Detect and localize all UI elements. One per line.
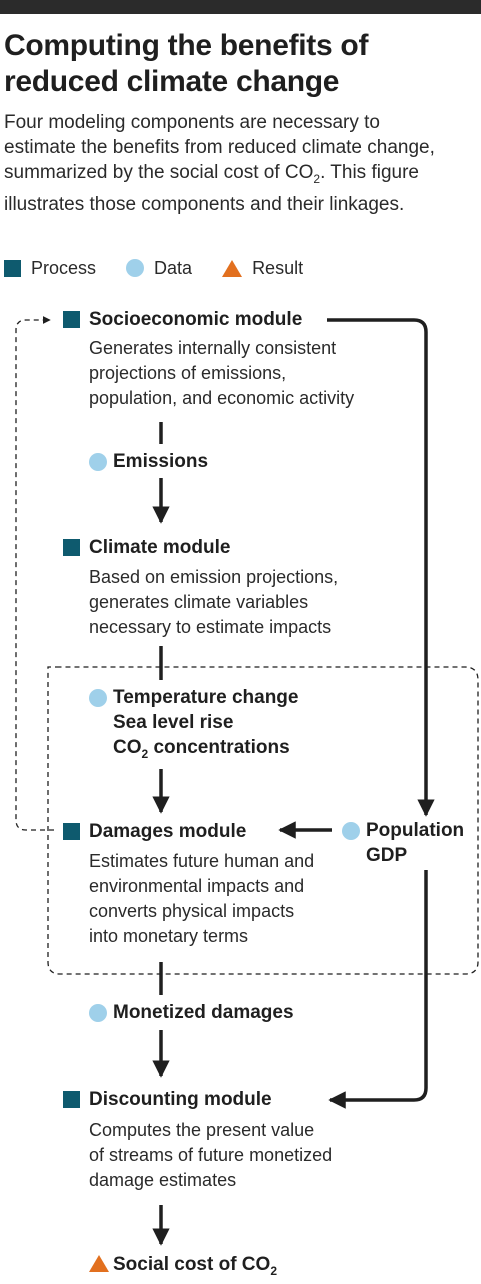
process-square-icon	[4, 259, 21, 277]
data-circle-icon	[89, 689, 107, 707]
subtitle-line-4: illustrates those components and their l…	[4, 193, 405, 215]
data-circle-icon	[89, 1004, 107, 1022]
temperature-change-label: Temperature change	[113, 687, 299, 708]
socioeconomic-description: Generates internally consistent projecti…	[89, 336, 389, 411]
result-triangle-icon	[222, 259, 243, 277]
subtitle-line-3: summarized by the social cost of CO2. Th…	[4, 160, 478, 192]
result-text: Social cost of CO	[113, 1254, 271, 1275]
climate-variables-data: Temperature change Sea level rise CO2 co…	[89, 685, 299, 767]
description-line: Computes the present value	[89, 1120, 315, 1140]
data-circle-icon	[126, 259, 145, 277]
description-line: population, and economic activity	[89, 388, 355, 408]
legend-process: Process	[4, 258, 96, 279]
top-rule	[0, 0, 481, 14]
result-co2-subscript: 2	[270, 1263, 277, 1278]
data-circle-icon	[342, 822, 360, 840]
climate-module: Climate module	[63, 535, 231, 560]
social-cost-result: Social cost of CO2	[89, 1252, 277, 1284]
description-line: Generates internally consistent	[89, 338, 337, 358]
co2-text: CO	[113, 737, 142, 758]
figure-subtitle: Four modeling components are necessary t…	[4, 110, 478, 217]
legend-result-label: Result	[252, 257, 304, 278]
emissions-data: Emissions	[89, 449, 209, 474]
process-square-icon	[63, 823, 80, 840]
description-line: Based on emission projections,	[89, 567, 339, 587]
sea-level-rise-label: Sea level rise	[113, 712, 234, 733]
subtitle-co2-text: summarized by the social cost of CO	[4, 162, 314, 183]
concentrations-text: concentrations	[148, 737, 290, 758]
description-line: damage estimates	[89, 1170, 237, 1190]
subtitle-line-3-end: . This figure	[320, 162, 419, 183]
legend: Process Data Result	[4, 256, 333, 280]
legend-process-label: Process	[31, 257, 97, 278]
result-triangle-icon	[89, 1255, 109, 1272]
discounting-description: Computes the present value of streams of…	[89, 1118, 389, 1193]
subtitle-line-1: Four modeling components are necessary t…	[4, 112, 380, 133]
damages-module: Damages module	[63, 819, 247, 844]
description-line: environmental impacts and	[89, 876, 305, 896]
process-square-icon	[63, 539, 80, 556]
co2-subscript: 2	[141, 746, 149, 761]
socioeconomic-module: Socioeconomic module	[63, 307, 303, 332]
population-gdp-data: Population GDP	[342, 818, 465, 868]
process-square-icon	[63, 311, 80, 328]
arrow-population-to-discounting	[328, 870, 428, 1109]
description-line: projections of emissions,	[89, 363, 287, 383]
damages-title: Damages module	[89, 821, 247, 842]
feedback-dashed-arrow	[15, 316, 54, 831]
description-line: Estimates future human and	[89, 851, 315, 871]
data-circle-icon	[89, 453, 107, 471]
population-label: Population	[366, 820, 465, 841]
description-line: generates climate variables	[89, 592, 309, 612]
emissions-title: Emissions	[113, 451, 209, 472]
description-line: necessary to estimate impacts	[89, 617, 332, 637]
damages-description: Estimates future human and environmental…	[89, 849, 389, 949]
legend-data-label: Data	[154, 257, 193, 278]
grouping-dashed-box	[47, 666, 479, 975]
gdp-label: GDP	[366, 845, 408, 866]
description-line: of streams of future monetized	[89, 1145, 333, 1165]
subtitle-co2-subscript: 2	[313, 171, 321, 186]
monetized-damages-data: Monetized damages	[89, 1000, 294, 1025]
legend-data: Data	[126, 258, 192, 279]
process-square-icon	[63, 1091, 80, 1108]
discounting-title: Discounting module	[89, 1089, 272, 1110]
figure-title: Computing the benefits of reduced climat…	[4, 28, 478, 100]
co2-concentrations-label: CO2 concentrations	[113, 735, 298, 767]
title-line-1: Computing the benefits of	[4, 29, 369, 62]
description-line: into monetary terms	[89, 926, 249, 946]
monetized-title: Monetized damages	[113, 1002, 294, 1023]
climate-title: Climate module	[89, 537, 231, 558]
title-line-2: reduced climate change	[4, 65, 340, 98]
arrow-socio-to-population	[327, 318, 435, 817]
legend-result: Result	[222, 258, 303, 279]
description-line: converts physical impacts	[89, 901, 295, 921]
climate-description: Based on emission projections, generates…	[89, 565, 389, 640]
discounting-module: Discounting module	[63, 1087, 272, 1112]
subtitle-line-2: estimate the benefits from reduced clima…	[4, 137, 435, 158]
socioeconomic-title: Socioeconomic module	[89, 309, 303, 330]
